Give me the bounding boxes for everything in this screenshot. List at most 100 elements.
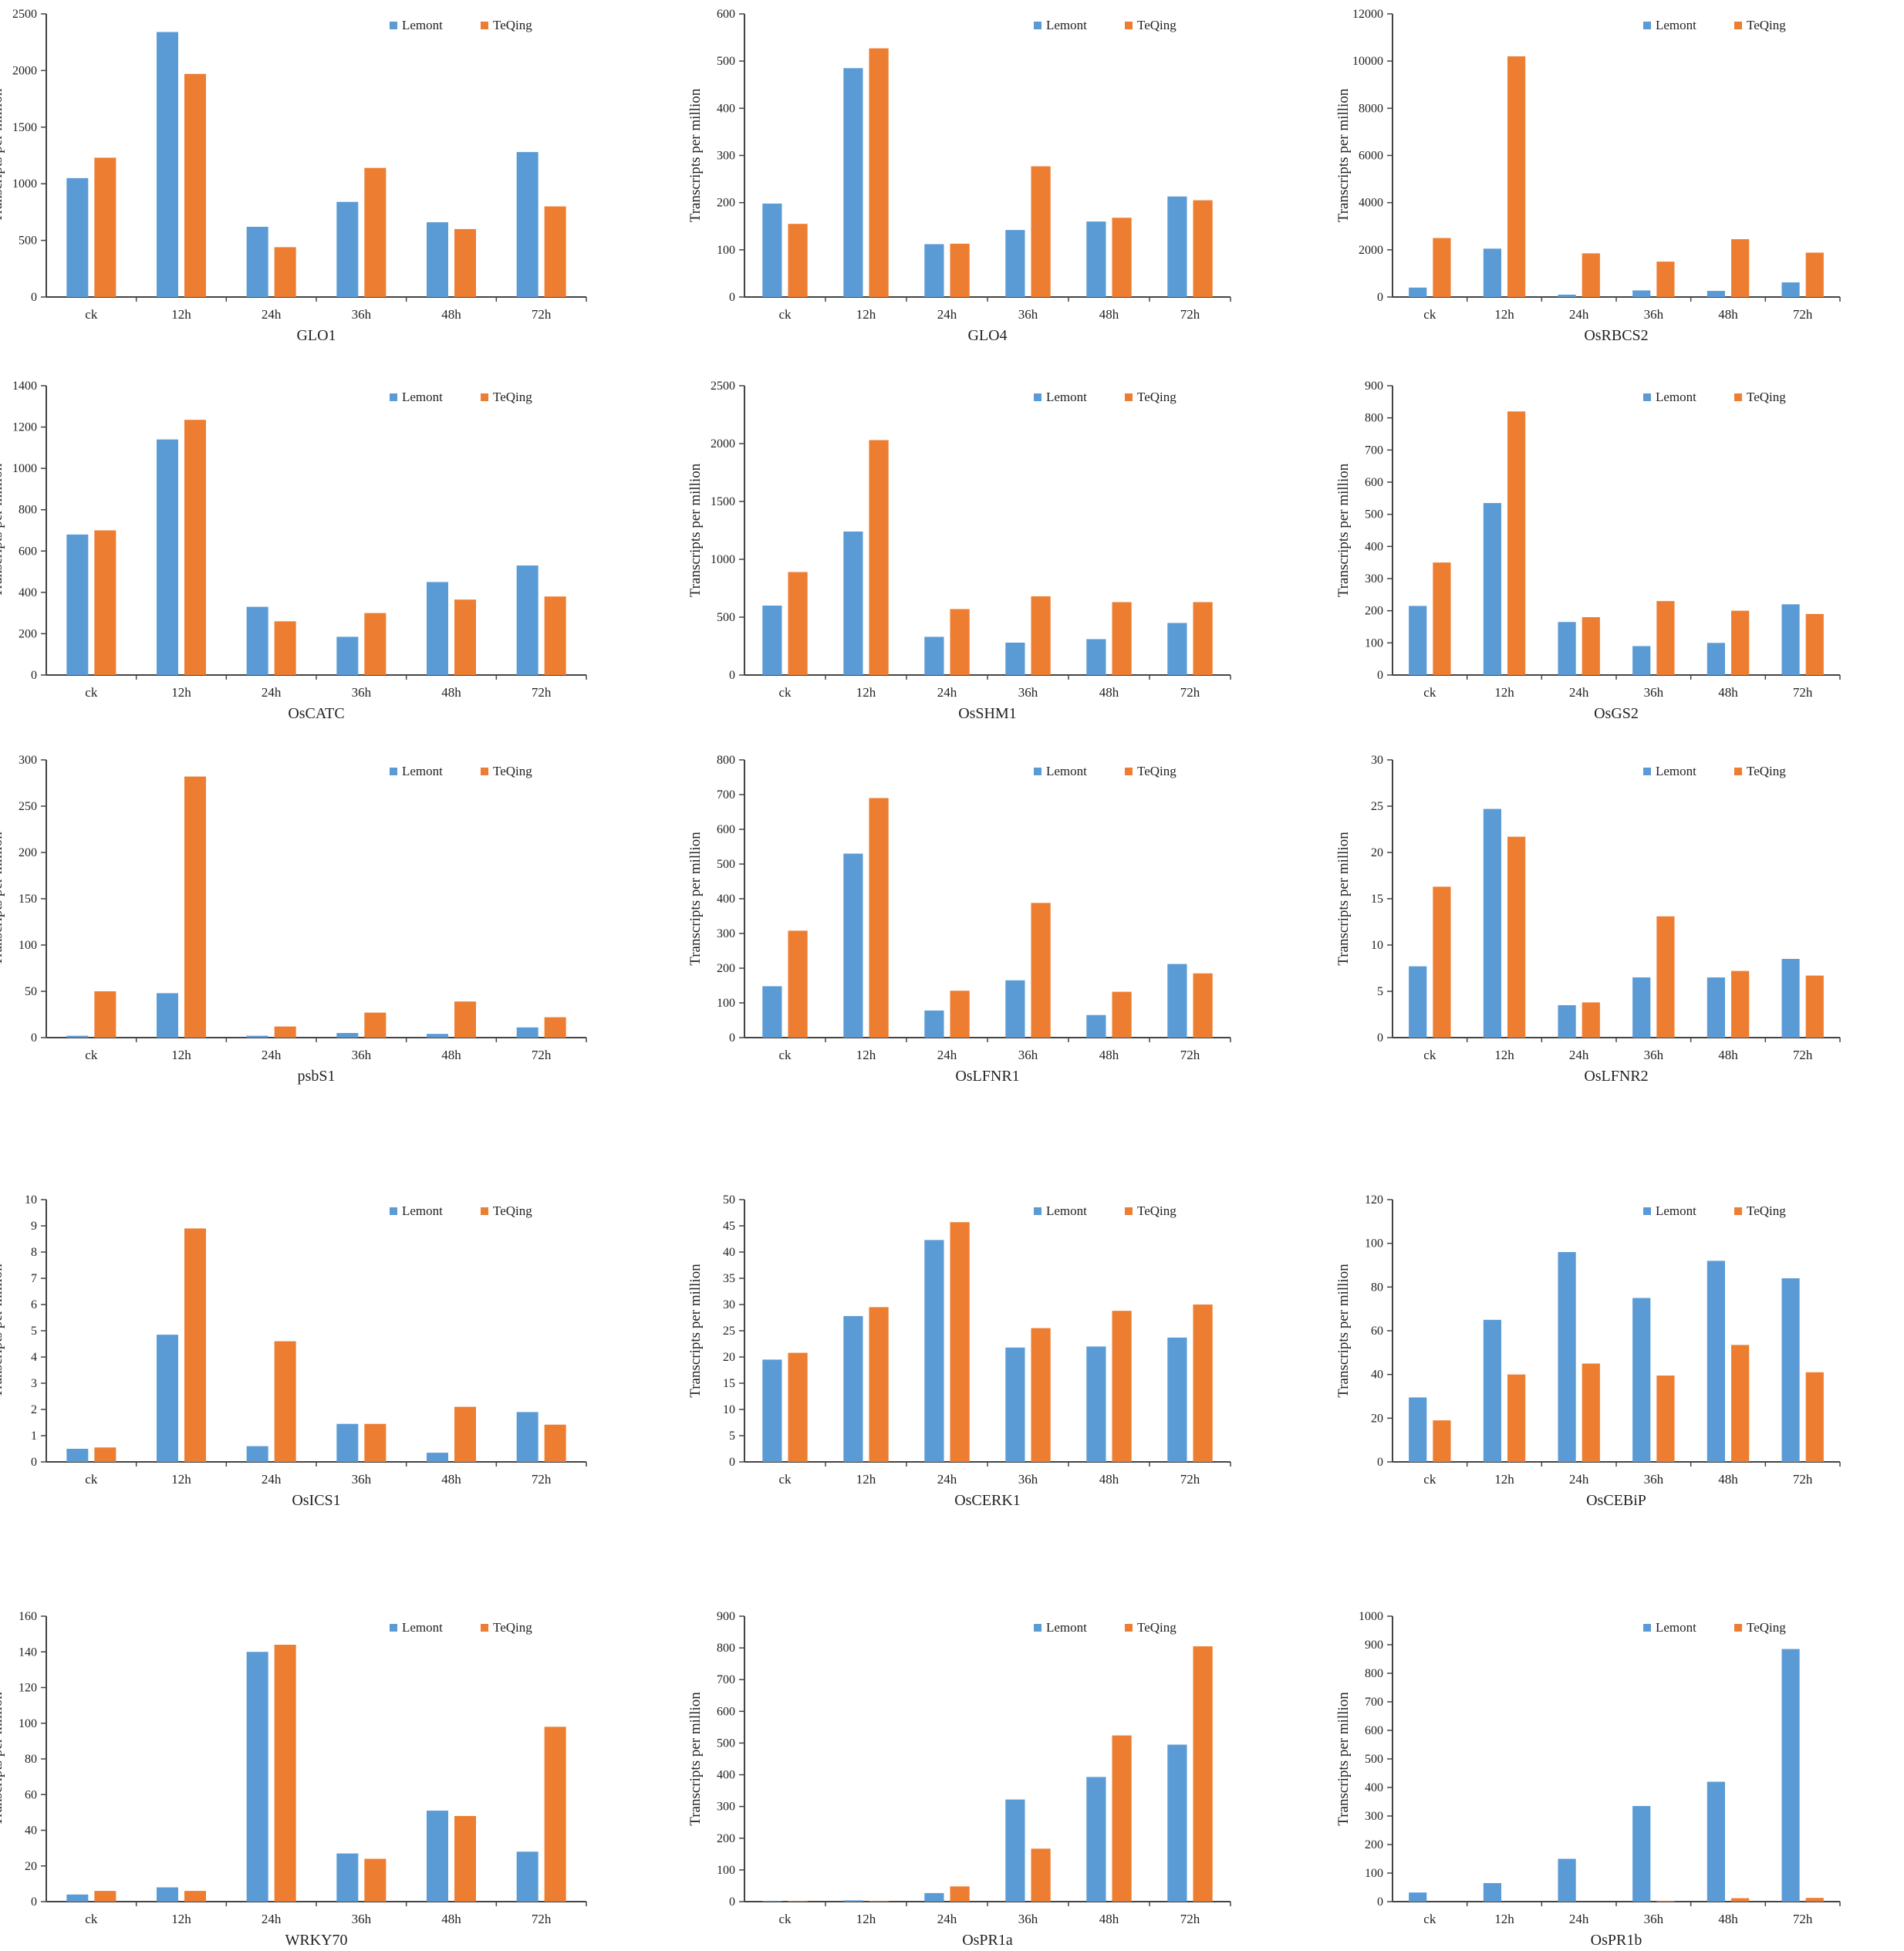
legend-label-lemont: Lemont <box>1046 1620 1087 1635</box>
x-tick-label: ck <box>85 1472 98 1487</box>
bar-lemont-ck <box>762 1901 782 1902</box>
bar-lemont-36h <box>1632 1806 1651 1902</box>
bar-lemont-36h <box>1005 980 1025 1038</box>
y-tick-label: 160 <box>19 1610 37 1623</box>
bar-lemont-24h <box>924 636 944 675</box>
y-tick-label: 0 <box>31 291 37 304</box>
bar-teqing-72h <box>1805 613 1824 675</box>
legend-swatch-lemont <box>1034 22 1041 29</box>
bar-lemont-48h <box>1086 221 1106 297</box>
y-tick-label: 140 <box>19 1646 37 1659</box>
legend: Lemont TeQing <box>1034 390 1176 404</box>
bar-lemont-72h <box>1167 1744 1187 1902</box>
y-tick-label: 400 <box>1365 540 1383 553</box>
bar-teqing-12h <box>184 420 206 675</box>
legend-label-teqing: TeQing <box>493 18 532 32</box>
x-tick-label: 72h <box>532 307 552 322</box>
bar-teqing-48h <box>454 228 476 297</box>
legend-label-lemont: Lemont <box>1656 764 1696 778</box>
x-tick-label: 72h <box>1793 685 1813 700</box>
x-tick-label: 72h <box>1180 307 1200 322</box>
x-tick-label: 36h <box>1018 685 1038 700</box>
chart-title: OsSHM1 <box>958 705 1017 722</box>
bar-lemont-48h <box>1707 1261 1725 1462</box>
bar-lemont-12h <box>157 1335 178 1462</box>
y-tick-label: 500 <box>19 235 37 248</box>
bar-lemont-12h <box>1483 503 1501 675</box>
chart-oslfnr1: 0 100 200 300 400 500 600 700 800 Transcripts per… <box>687 754 1231 1085</box>
x-tick-label: 12h <box>171 685 191 700</box>
y-axis-label: Transcripts per million <box>687 1264 704 1398</box>
legend-swatch-lemont <box>1643 393 1651 401</box>
x-tick-label: ck <box>1423 1048 1436 1062</box>
bar-teqing-36h <box>1656 262 1675 297</box>
y-tick-label: 0 <box>1377 669 1383 682</box>
x-tick-label: ck <box>778 1048 792 1062</box>
x-tick-label: ck <box>85 1912 98 1926</box>
legend-label-teqing: TeQing <box>493 390 532 404</box>
x-tick-label: 72h <box>532 685 552 700</box>
x-tick-label: 24h <box>937 1912 957 1926</box>
y-tick-label: 5 <box>729 1429 735 1443</box>
bar-teqing-ck <box>1433 238 1451 297</box>
x-tick-label: 36h <box>1644 1912 1664 1926</box>
y-tick-label: 80 <box>25 1753 37 1766</box>
bar-lemont-24h <box>1558 294 1576 297</box>
chart-ospr1b: 0 100 200 300 400 500 600 700 800 900 1000 Transcri… <box>1335 1610 1841 1949</box>
bar-lemont-36h <box>1632 290 1651 297</box>
y-tick-label: 300 <box>1365 572 1383 586</box>
y-tick-label: 45 <box>723 1220 735 1233</box>
bar-lemont-12h <box>157 1887 178 1902</box>
y-tick-label: 20 <box>25 1860 37 1873</box>
bar-lemont-24h <box>924 1010 944 1038</box>
y-tick-label: 0 <box>729 291 735 304</box>
bar-lemont-24h <box>924 1240 944 1462</box>
y-tick-label: 800 <box>1365 412 1383 425</box>
y-tick-label: 900 <box>1365 380 1383 393</box>
bar-teqing-36h <box>1656 1900 1675 1902</box>
chart-wrky70: 0 20 40 60 80 100 120 140 160 Transcripts per mil… <box>0 1610 587 1949</box>
x-tick-label: 72h <box>532 1912 552 1926</box>
x-tick-label: ck <box>778 1472 792 1487</box>
legend-swatch-teqing <box>1734 393 1742 401</box>
x-tick-label: 12h <box>856 307 876 322</box>
y-axis-label: Transcripts per million <box>687 832 704 966</box>
bar-lemont-24h <box>1558 1858 1576 1902</box>
legend-label-teqing: TeQing <box>1747 390 1786 404</box>
chart-osics1: 0 1 2 3 4 5 6 7 8 9 10 Transcripts per million ck 12h… <box>0 1193 587 1509</box>
legend-label-lemont: Lemont <box>402 1203 443 1218</box>
bar-teqing-ck <box>788 1901 808 1902</box>
y-tick-label: 20 <box>1371 846 1383 859</box>
bar-lemont-48h <box>1707 643 1725 675</box>
y-tick-label: 400 <box>717 893 735 906</box>
bar-teqing-12h <box>1507 1374 1526 1462</box>
legend-label-teqing: TeQing <box>1137 1620 1176 1635</box>
chart-title: OsICS1 <box>292 1492 340 1509</box>
chart-oscerk1: 0 5 10 15 20 25 30 35 40 45 50 Transcripts per mill… <box>687 1193 1231 1509</box>
bar-lemont-36h <box>1632 977 1651 1038</box>
legend: Lemont TeQing <box>1643 1203 1786 1218</box>
y-tick-label: 80 <box>1371 1281 1383 1294</box>
legend-swatch-teqing <box>481 393 488 401</box>
y-tick-label: 1400 <box>12 380 37 393</box>
legend-label-lemont: Lemont <box>1656 390 1696 404</box>
bar-teqing-12h <box>869 440 889 675</box>
bar-lemont-ck <box>66 177 89 297</box>
y-tick-label: 600 <box>717 1705 735 1718</box>
y-axis-label: Transcripts per million <box>1335 88 1352 222</box>
y-tick-label: 1500 <box>711 495 735 508</box>
x-tick-label: 48h <box>1718 1912 1738 1926</box>
bar-teqing-72h <box>1193 200 1213 297</box>
y-axis-label: Transcripts per million <box>687 88 704 222</box>
bar-lemont-24h <box>246 1446 268 1462</box>
legend-swatch-teqing <box>1125 22 1133 29</box>
y-tick-label: 300 <box>717 927 735 940</box>
y-tick-label: 400 <box>717 1769 735 1782</box>
bar-lemont-ck <box>66 1035 89 1038</box>
chart-title: OsCEBiP <box>1586 1492 1646 1509</box>
bar-teqing-48h <box>1112 991 1132 1038</box>
x-tick-label: 24h <box>262 1048 282 1062</box>
x-tick-label: ck <box>1423 307 1436 322</box>
bar-lemont-72h <box>516 1851 538 1902</box>
y-tick-label: 1500 <box>12 121 37 134</box>
